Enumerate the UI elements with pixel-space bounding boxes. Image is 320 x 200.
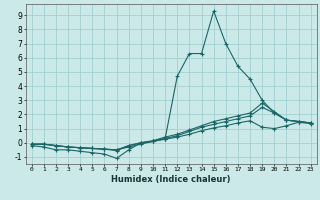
X-axis label: Humidex (Indice chaleur): Humidex (Indice chaleur) bbox=[111, 175, 231, 184]
